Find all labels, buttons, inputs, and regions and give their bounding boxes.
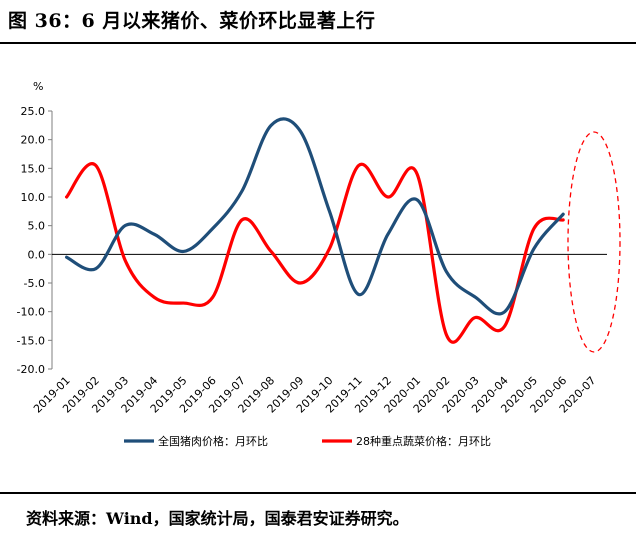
highlight-ellipse xyxy=(567,131,621,353)
y-tick-label: 10.0 xyxy=(21,191,46,204)
bottom-rule xyxy=(0,492,636,494)
figure-title: 图 36：6 月以来猪价、菜价环比显著上行 xyxy=(8,10,376,32)
series-line-1 xyxy=(65,161,565,344)
y-tick-label: 20.0 xyxy=(21,134,46,147)
annotation-layer xyxy=(567,131,621,353)
legend: 全国猪肉价格：月环比 28种重点蔬菜价格：月环比 xyxy=(124,434,491,448)
legend-label-0: 全国猪肉价格：月环比 xyxy=(158,434,268,448)
y-tick-label: 0.0 xyxy=(28,248,46,261)
source-note: 资料来源：Wind，国家统计局，国泰君安证券研究。 xyxy=(26,509,409,528)
y-tick-label: 15.0 xyxy=(21,162,46,175)
series-layer xyxy=(65,117,565,344)
y-tick-label: 25.0 xyxy=(21,105,46,118)
y-tick-label: -10.0 xyxy=(17,306,45,319)
y-tick-label: -15.0 xyxy=(17,334,45,347)
y-tick-label: -5.0 xyxy=(24,277,45,290)
y-axis-unit-label: % xyxy=(33,80,43,93)
legend-label-1: 28种重点蔬菜价格：月环比 xyxy=(356,434,491,448)
axis-layer: % -20.0 -15.0 -10.0 -5.0 0.0 5.0 10.0 15.0 20.0 25… xyxy=(17,80,607,416)
y-tick-label: 5.0 xyxy=(28,220,46,233)
line-chart: % -20.0 -15.0 -10.0 -5.0 0.0 5.0 10.0 15.0 20.0 25… xyxy=(17,80,621,448)
y-tick-label: -20.0 xyxy=(17,363,45,376)
top-rule xyxy=(0,42,636,44)
